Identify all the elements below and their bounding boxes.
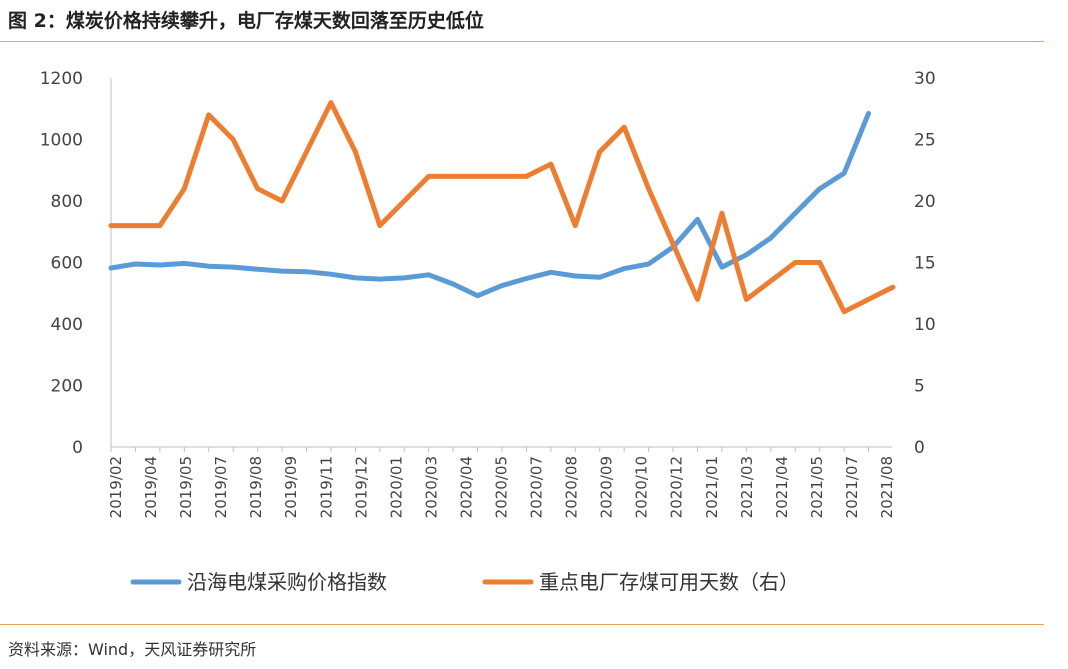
right-y-tick-label: 30 [914,69,936,89]
x-tick-label: 2020/04 [457,456,475,518]
x-tick-label: 2020/08 [563,456,581,518]
left-y-tick-label: 0 [72,438,83,458]
legend-label: 重点电厂存煤可用天数（右） [539,570,799,594]
right-y-tick-label: 5 [914,377,925,397]
x-tick-label: 2021/01 [703,456,721,518]
x-tick-label: 2019/09 [282,456,300,518]
x-tick-label: 2020/03 [422,456,440,518]
x-tick-label: 2020/09 [598,456,616,518]
left-y-tick-label: 600 [51,254,83,274]
x-tick-label: 2020/12 [668,456,686,518]
left-y-tick-label: 200 [51,377,83,397]
left-y-tick-label: 400 [51,315,83,335]
right-y-tick-label: 10 [914,315,936,335]
x-tick-label: 2020/10 [633,456,651,518]
right-y-tick-label: 0 [914,438,925,458]
x-tick-label: 2019/08 [247,456,265,518]
x-tick-label: 2021/03 [738,456,756,518]
top-divider [0,41,1044,42]
x-tick-label: 2021/04 [773,456,791,518]
right-y-tick-label: 20 [914,192,936,212]
left-y-tick-label: 1200 [40,69,83,89]
x-tick-label: 2020/01 [387,456,405,518]
x-tick-label: 2021/05 [808,456,826,518]
series-line-coal-stock-days [108,100,896,315]
x-tick-label: 2019/12 [352,456,370,518]
source-note: 资料来源：Wind，天风证券研究所 [8,640,257,659]
left-y-tick-label: 800 [51,192,83,212]
x-tick-label: 2019/07 [212,456,230,518]
x-tick-label: 2019/04 [142,456,160,518]
x-tick-label: 2021/07 [843,456,861,518]
left-y-tick-label: 1000 [40,131,83,151]
x-tick-label: 2019/11 [317,456,335,518]
dual-axis-line-chart: 0 200 400 600 800 1000 1200 0 5 10 15 20 25 30 2019/02… [40,69,936,594]
series-line-coal-price-index [108,110,871,299]
chart-figure-title: 图 2：煤炭价格持续攀升，电厂存煤天数回落至历史低位 [8,10,484,32]
x-tick-label: 2021/08 [878,456,896,518]
right-y-tick-label: 25 [914,131,936,151]
right-y-tick-label: 15 [914,254,936,274]
x-tick-label: 2019/05 [177,456,195,518]
x-tick-label: 2019/02 [107,456,125,518]
x-tick-label: 2020/05 [493,456,511,518]
x-tick-label: 2020/07 [528,456,546,518]
bottom-divider [0,624,1044,625]
legend-label: 沿海电煤采购价格指数 [187,570,387,594]
